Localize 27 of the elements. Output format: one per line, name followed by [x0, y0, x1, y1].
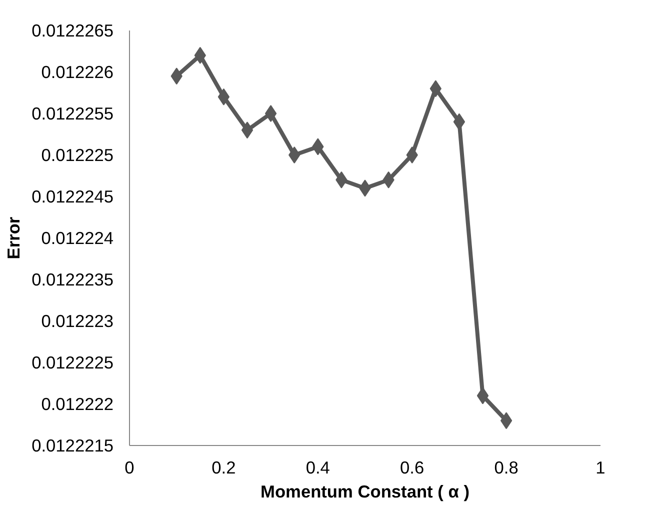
y-tick-label: 0.012224 [41, 228, 114, 248]
y-tick-label: 0.0122235 [32, 270, 114, 290]
point [264, 105, 277, 122]
point [218, 88, 230, 106]
x-tick-label: 0.2 [212, 458, 236, 478]
point [500, 412, 512, 430]
x-tick-label: 0.8 [494, 458, 518, 478]
y-tick-label: 0.0122265 [32, 20, 114, 40]
y-axis-title: Error [4, 216, 24, 260]
point [453, 113, 466, 130]
x-tick-label: 1 [596, 458, 606, 478]
y-tick-label: 0.0122245 [32, 186, 114, 206]
x-tick-label: 0.4 [306, 458, 330, 478]
point [288, 146, 300, 164]
x-tick-label: 0 [124, 458, 134, 478]
y-tick-label: 0.0122215 [32, 436, 114, 456]
y-tick-label: 0.0122255 [32, 104, 114, 124]
point [241, 122, 254, 139]
point [476, 387, 489, 404]
y-tick-label: 0.012225 [41, 145, 114, 165]
x-tick-label: 0.6 [400, 458, 424, 478]
y-tick-label: 0.012223 [41, 311, 114, 331]
y-tick-label: 0.0122225 [32, 352, 114, 372]
point [406, 146, 418, 164]
y-tick-label: 0.012222 [41, 394, 114, 414]
x-axis-title: Momentum Constant ( α ) [260, 482, 470, 502]
y-tick-label: 0.012226 [41, 62, 114, 82]
